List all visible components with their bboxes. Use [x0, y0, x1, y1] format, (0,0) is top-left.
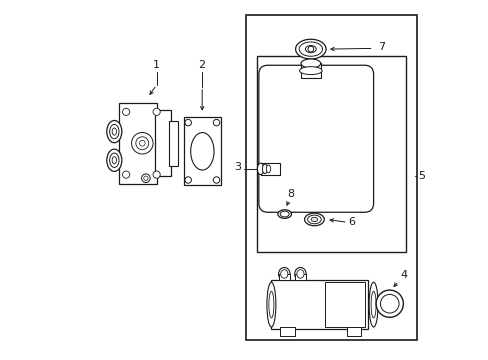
Ellipse shape — [109, 125, 119, 139]
Circle shape — [380, 294, 398, 313]
Ellipse shape — [109, 153, 119, 167]
Text: 3: 3 — [234, 162, 241, 172]
Ellipse shape — [277, 210, 291, 219]
Ellipse shape — [257, 163, 264, 175]
Circle shape — [122, 171, 129, 178]
Text: 1: 1 — [153, 59, 160, 69]
Ellipse shape — [295, 39, 325, 59]
Bar — [119, 103, 156, 184]
Bar — [346, 327, 360, 336]
Text: 2: 2 — [198, 59, 205, 69]
Ellipse shape — [310, 217, 317, 222]
Ellipse shape — [280, 211, 288, 217]
Ellipse shape — [307, 215, 321, 224]
Text: 6: 6 — [348, 217, 355, 227]
Bar — [257, 56, 405, 252]
Bar — [301, 63, 320, 78]
Bar — [155, 110, 171, 176]
Bar — [169, 121, 178, 166]
Text: 5: 5 — [417, 171, 424, 181]
Ellipse shape — [299, 42, 322, 56]
Ellipse shape — [278, 267, 289, 280]
Circle shape — [307, 46, 313, 52]
Bar — [294, 274, 305, 280]
Bar — [271, 280, 367, 329]
Circle shape — [213, 120, 219, 126]
Bar — [183, 117, 221, 185]
Ellipse shape — [280, 270, 287, 278]
Ellipse shape — [305, 45, 316, 53]
Bar — [278, 274, 289, 280]
Ellipse shape — [112, 128, 116, 135]
Ellipse shape — [296, 270, 304, 278]
Bar — [246, 15, 416, 339]
Ellipse shape — [190, 132, 214, 170]
Ellipse shape — [266, 165, 270, 173]
Circle shape — [143, 176, 148, 180]
Ellipse shape — [368, 282, 377, 327]
Circle shape — [184, 120, 191, 126]
Ellipse shape — [106, 121, 122, 143]
Bar — [280, 327, 294, 336]
Bar — [324, 282, 365, 327]
Circle shape — [122, 108, 129, 116]
FancyBboxPatch shape — [258, 65, 373, 212]
Circle shape — [136, 137, 148, 150]
Ellipse shape — [304, 213, 324, 226]
Circle shape — [213, 177, 219, 183]
Ellipse shape — [299, 67, 322, 75]
Circle shape — [153, 108, 160, 116]
Text: 8: 8 — [287, 189, 294, 199]
Text: 7: 7 — [377, 42, 384, 52]
Ellipse shape — [266, 282, 275, 327]
Circle shape — [131, 132, 153, 154]
Circle shape — [375, 290, 403, 318]
Ellipse shape — [262, 164, 267, 174]
Ellipse shape — [294, 267, 305, 280]
Ellipse shape — [370, 291, 375, 318]
Circle shape — [184, 177, 191, 183]
Circle shape — [139, 140, 145, 146]
Circle shape — [142, 174, 150, 183]
Ellipse shape — [301, 59, 320, 68]
Text: 4: 4 — [400, 270, 407, 280]
Ellipse shape — [268, 291, 273, 318]
Ellipse shape — [112, 157, 116, 164]
Bar — [260, 163, 280, 175]
Ellipse shape — [106, 149, 122, 171]
Circle shape — [153, 171, 160, 178]
